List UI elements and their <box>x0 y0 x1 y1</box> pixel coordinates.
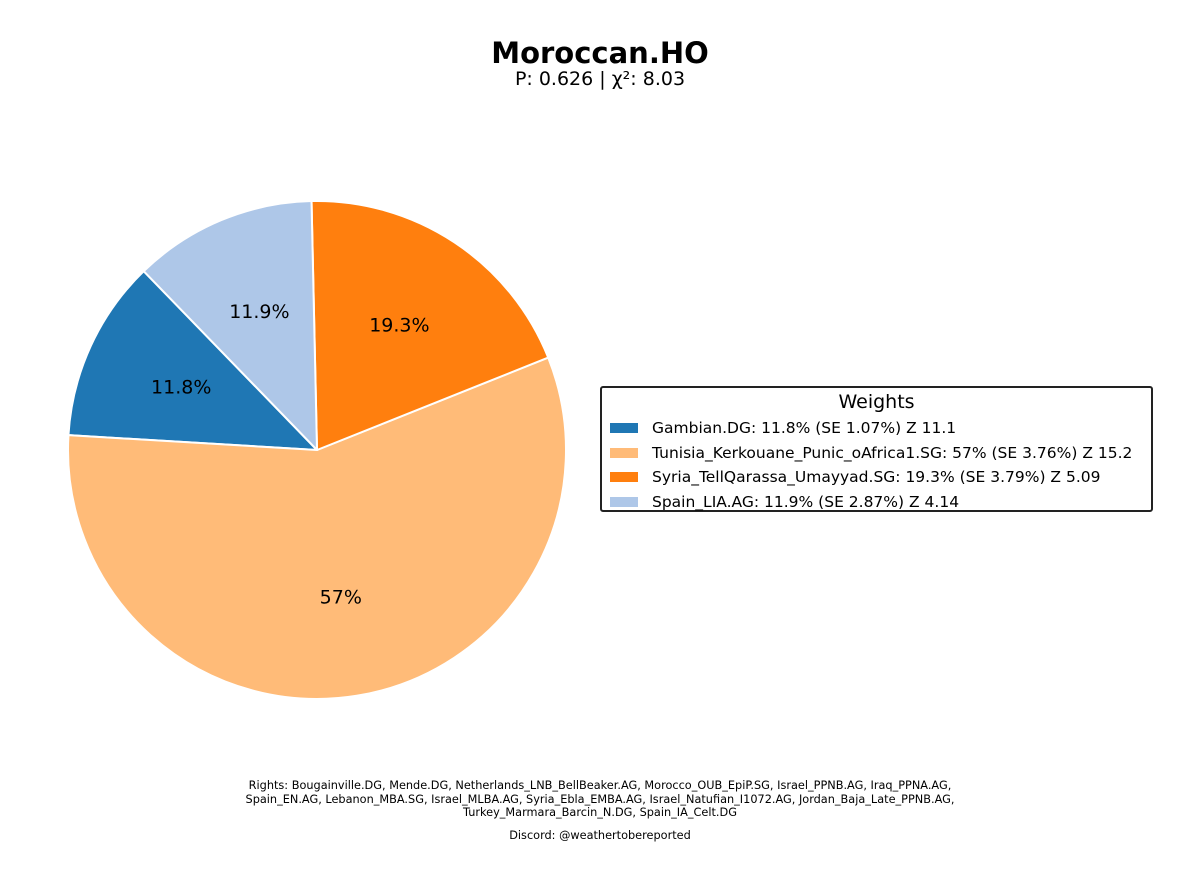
pie-slice-3 <box>142 200 318 451</box>
pie-slice-0 <box>67 270 318 451</box>
slice-label-0: 11.8% <box>151 377 211 399</box>
pie-slice-2 <box>310 200 550 451</box>
legend-item-tunisia: Tunisia_Kerkouane_Punic_oAfrica1.SG: 57%… <box>602 441 1151 466</box>
legend-swatch <box>610 472 638 483</box>
rights-line: Spain_EN.AG, Lebanon_MBA.SG, Israel_MLBA… <box>245 792 955 806</box>
slice-label-3: 11.9% <box>229 301 289 323</box>
legend: Weights Gambian.DG: 11.8% (SE 1.07%) Z 1… <box>600 386 1153 512</box>
discord-credit: Discord: @weathertobereported <box>509 829 691 842</box>
legend-item-spain: Spain_LIA.AG: 11.9% (SE 2.87%) Z 4.14 <box>602 490 1151 515</box>
chart-subtitle: P: 0.626 | χ²: 8.03 <box>514 68 686 90</box>
pie-slice-1 <box>67 356 567 700</box>
legend-item-syria: Syria_TellQarassa_Umayyad.SG: 19.3% (SE … <box>602 465 1151 490</box>
rights-line: Turkey_Marmara_Barcin_N.DG, Spain_IA_Cel… <box>463 806 737 819</box>
slice-label-1: 57% <box>320 587 362 609</box>
legend-swatch <box>610 496 638 507</box>
rights-line: Rights: Bougainville.DG, Mende.DG, Nethe… <box>248 779 952 792</box>
chart-title: Moroccan.HO <box>491 36 709 70</box>
legend-label: Syria_TellQarassa_Umayyad.SG: 19.3% (SE … <box>652 468 1101 487</box>
legend-swatch <box>610 447 638 458</box>
legend-label: Spain_LIA.AG: 11.9% (SE 2.87%) Z 4.14 <box>652 492 960 511</box>
rights-text: Rights: Bougainville.DG, Mende.DG, Nethe… <box>0 779 1200 820</box>
legend-label: Tunisia_Kerkouane_Punic_oAfrica1.SG: 57%… <box>652 443 1133 462</box>
legend-label: Gambian.DG: 11.8% (SE 1.07%) Z 11.1 <box>652 419 957 438</box>
legend-item-gambian: Gambian.DG: 11.8% (SE 1.07%) Z 11.1 <box>602 416 1151 441</box>
legend-swatch <box>610 423 638 434</box>
slice-label-2: 19.3% <box>369 314 429 336</box>
legend-title: Weights <box>838 391 915 413</box>
